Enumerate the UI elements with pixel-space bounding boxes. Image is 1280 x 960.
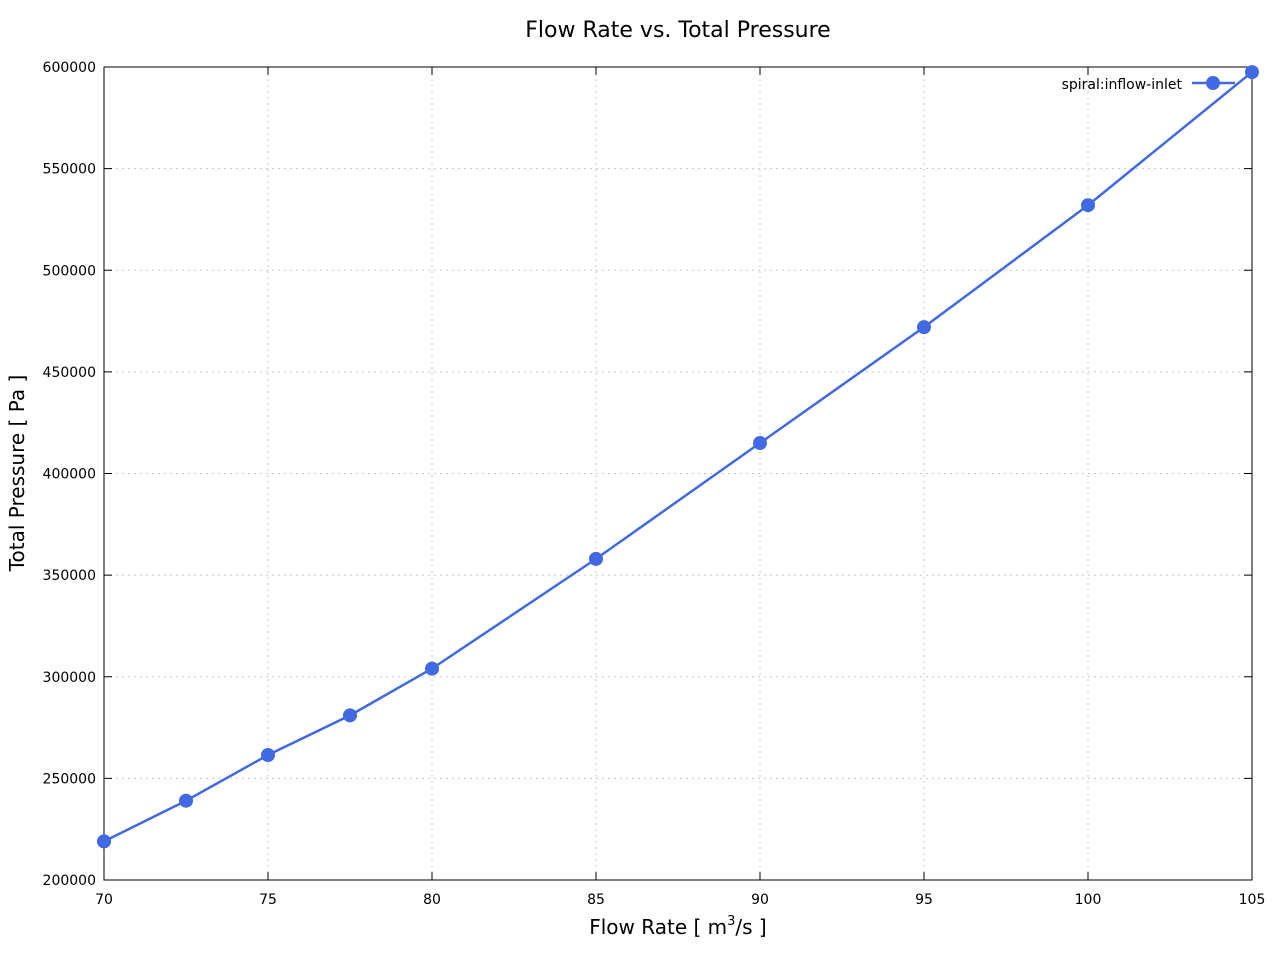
- y-tick-label: 300000: [43, 670, 96, 686]
- data-point: [425, 661, 439, 676]
- x-tick-label: 100: [1075, 892, 1102, 908]
- legend-label: spiral:inflow-inlet: [1062, 77, 1183, 93]
- y-axis-label: Total Pressure [ Pa ]: [5, 375, 29, 573]
- x-tick-label: 85: [587, 892, 605, 908]
- x-tick-label: 105: [1239, 892, 1266, 908]
- x-tick-label: 95: [915, 892, 933, 908]
- y-tick-label: 350000: [43, 568, 96, 584]
- y-tick-label: 600000: [43, 60, 96, 76]
- x-tick-label: 75: [259, 892, 277, 908]
- legend-marker: [1206, 76, 1220, 90]
- data-point: [179, 793, 193, 808]
- x-axis-label-main: Flow Rate [ m: [589, 915, 727, 939]
- chart-title: Flow Rate vs. Total Pressure: [525, 18, 830, 43]
- grid: [104, 67, 1252, 880]
- data-point: [261, 748, 275, 763]
- data-point: [753, 436, 767, 451]
- y-tick-label: 450000: [43, 365, 96, 381]
- x-axis-label: Flow Rate [ m3/s ]: [589, 914, 766, 939]
- y-tick-label: 550000: [43, 162, 96, 178]
- x-axis-label-suffix: /s ]: [735, 915, 766, 939]
- data-point: [1245, 65, 1259, 80]
- y-tick-label: 200000: [43, 873, 96, 889]
- axis-ticks: 70 75 80 85 90 95 100 105 200000 250000 300000 3500…: [43, 60, 1266, 908]
- legend: spiral:inflow-inlet: [1062, 76, 1235, 93]
- x-tick-label: 70: [95, 892, 113, 908]
- y-tick-label: 400000: [43, 467, 96, 483]
- data-point: [97, 834, 111, 849]
- series-layer: [97, 65, 1259, 849]
- x-tick-label: 80: [423, 892, 441, 908]
- y-tick-label: 500000: [43, 263, 96, 279]
- data-point: [1081, 198, 1095, 213]
- plot-frame: [103, 66, 1253, 881]
- series-line: [103, 71, 1253, 843]
- data-point: [589, 551, 603, 566]
- data-point: [343, 708, 357, 723]
- data-point: [917, 320, 931, 335]
- x-tick-label: 90: [751, 892, 769, 908]
- y-tick-label: 250000: [43, 771, 96, 787]
- x-axis-label-superscript: 3: [727, 914, 735, 929]
